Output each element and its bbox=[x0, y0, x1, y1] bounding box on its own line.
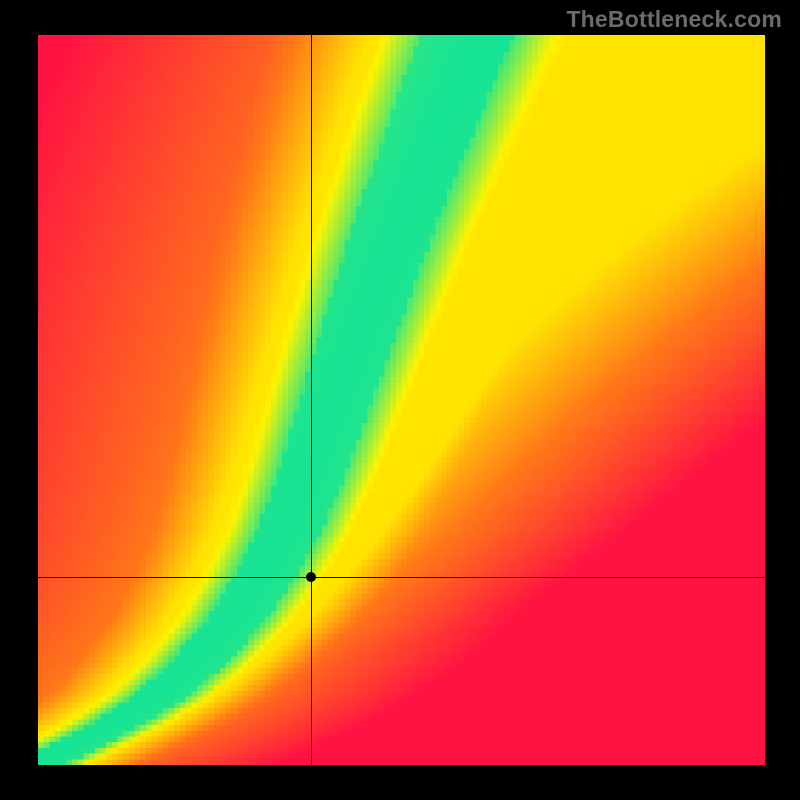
marker-dot bbox=[306, 572, 316, 582]
heatmap-canvas bbox=[38, 35, 765, 765]
heatmap-plot bbox=[38, 35, 765, 765]
crosshair-horizontal bbox=[38, 577, 765, 578]
watermark-text: TheBottleneck.com bbox=[566, 6, 782, 33]
crosshair-vertical bbox=[311, 35, 312, 765]
chart-container: TheBottleneck.com bbox=[0, 0, 800, 800]
